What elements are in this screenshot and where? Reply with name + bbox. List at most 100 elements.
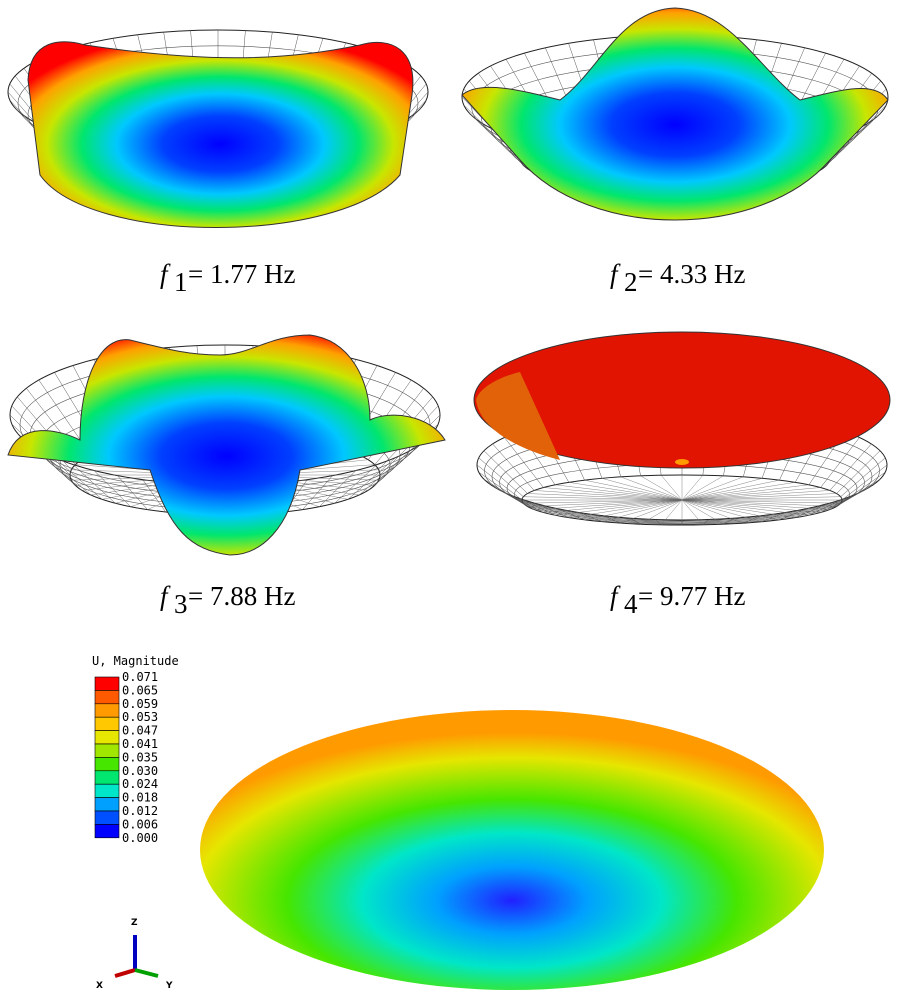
legend-value: 0.018 — [122, 791, 158, 805]
wire-spoke — [681, 499, 780, 521]
wire-meridian — [469, 112, 526, 168]
wire-meridian — [841, 464, 888, 501]
legend-value: 0.065 — [122, 683, 158, 697]
wire-meridian — [492, 443, 535, 491]
wire-spoke — [660, 499, 683, 525]
wire-spoke — [523, 496, 683, 501]
wire-spoke — [568, 499, 683, 518]
wire-meridian — [702, 519, 709, 525]
wire-spoke — [534, 499, 683, 510]
wire-spoke — [620, 499, 683, 524]
wire-meridian — [368, 441, 424, 491]
wire-meridian — [504, 492, 544, 513]
wire-spoke — [620, 476, 683, 501]
legend-value: 0.071 — [122, 670, 158, 684]
wire-spoke — [681, 499, 837, 507]
legend-swatch — [94, 757, 120, 772]
wire-spoke — [534, 490, 683, 501]
wire-spoke — [681, 496, 841, 501]
y-axis — [134, 968, 159, 978]
wire-spoke — [681, 475, 724, 501]
mode-shape-4-shade — [476, 372, 560, 460]
legend-value: 0.024 — [122, 777, 158, 791]
mode-symbol: f — [160, 581, 171, 611]
legend-value: 0.047 — [122, 724, 158, 738]
wire-meridian — [54, 457, 103, 500]
mode-index: 1 — [174, 267, 188, 297]
wire-meridian — [557, 508, 585, 521]
wire-meridian — [478, 457, 524, 497]
legend-swatch — [94, 690, 120, 705]
mode-shape-4 — [473, 331, 891, 469]
mode-index: 3 — [174, 589, 188, 619]
wire-meridian — [828, 104, 887, 163]
wire-meridian — [536, 503, 569, 518]
wire-spoke — [640, 499, 683, 525]
wire-spoke — [681, 499, 724, 525]
legend-value: 0.012 — [122, 804, 158, 818]
wire-meridian — [808, 498, 845, 516]
wire-spoke — [523, 499, 683, 504]
legend-swatch — [94, 716, 120, 731]
wire-spoke — [681, 479, 780, 501]
wire-meridian — [824, 112, 881, 168]
wire-spoke — [681, 490, 830, 501]
legend-swatch — [94, 676, 120, 691]
legend-swatch — [94, 797, 120, 812]
wire-spoke — [681, 499, 830, 510]
mode-shape-4-hub — [675, 459, 689, 465]
wire-meridian — [463, 104, 522, 163]
mode-shape-2 — [461, 7, 889, 221]
wire-meridian — [779, 508, 807, 521]
wire-spoke — [681, 478, 763, 501]
mode-frequency: = 4.33 Hz — [638, 259, 745, 289]
wire-spoke — [681, 475, 704, 501]
wire-spoke — [681, 499, 796, 518]
wire-spoke — [681, 476, 744, 501]
wire-meridian — [829, 443, 872, 491]
wire-meridian — [836, 479, 881, 507]
wire-spoke — [601, 499, 683, 522]
wire-spoke — [681, 499, 763, 522]
wire-meridian — [655, 519, 662, 525]
legend-value: 0.053 — [122, 710, 158, 724]
deformed-dish — [200, 710, 824, 990]
legend-value: 0.000 — [122, 831, 158, 845]
legend: 0.0710.0650.0590.0530.0470.0410.0350.030… — [94, 670, 158, 845]
wire-spoke — [640, 475, 683, 501]
legend-value: 0.030 — [122, 764, 158, 778]
mode-index: 4 — [624, 589, 638, 619]
mode-symbol: f — [610, 581, 621, 611]
wire-spoke — [601, 478, 683, 501]
mode-frequency: = 7.88 Hz — [188, 581, 295, 611]
wire-spoke — [543, 499, 683, 513]
legend-value: 0.041 — [122, 737, 158, 751]
wire-meridian — [519, 498, 556, 516]
z-label: Z — [131, 918, 138, 928]
wire-meridian — [93, 470, 131, 507]
wire-meridian — [840, 457, 886, 497]
captions: f 1 = 1.77 Hz f 2 = 4.33 Hzf 3 = 7.88 Hz f 4 = 9.7… — [160, 259, 745, 619]
wire-meridian — [483, 450, 528, 494]
wire-spoke — [681, 484, 809, 501]
wire-meridian — [820, 437, 860, 488]
mode-shape-3 — [7, 334, 446, 556]
legend-swatch — [94, 783, 120, 798]
wire-spoke — [681, 482, 796, 501]
axis-triad: Z X Y — [96, 918, 173, 991]
legend-value: 0.006 — [122, 817, 158, 831]
wire-spoke — [660, 475, 683, 501]
wire-meridian — [319, 470, 357, 507]
mode-symbol: f — [610, 259, 621, 289]
wire-meridian — [347, 457, 396, 500]
mode-shape-1 — [27, 41, 414, 228]
wire-meridian — [478, 471, 524, 504]
wire-spoke — [681, 499, 809, 516]
wire-spoke — [681, 499, 841, 504]
wire-spoke — [555, 484, 683, 501]
y-label: Y — [165, 981, 173, 991]
legend-swatch — [94, 730, 120, 745]
wire-meridian — [723, 517, 736, 525]
wire-meridian — [829, 485, 872, 510]
